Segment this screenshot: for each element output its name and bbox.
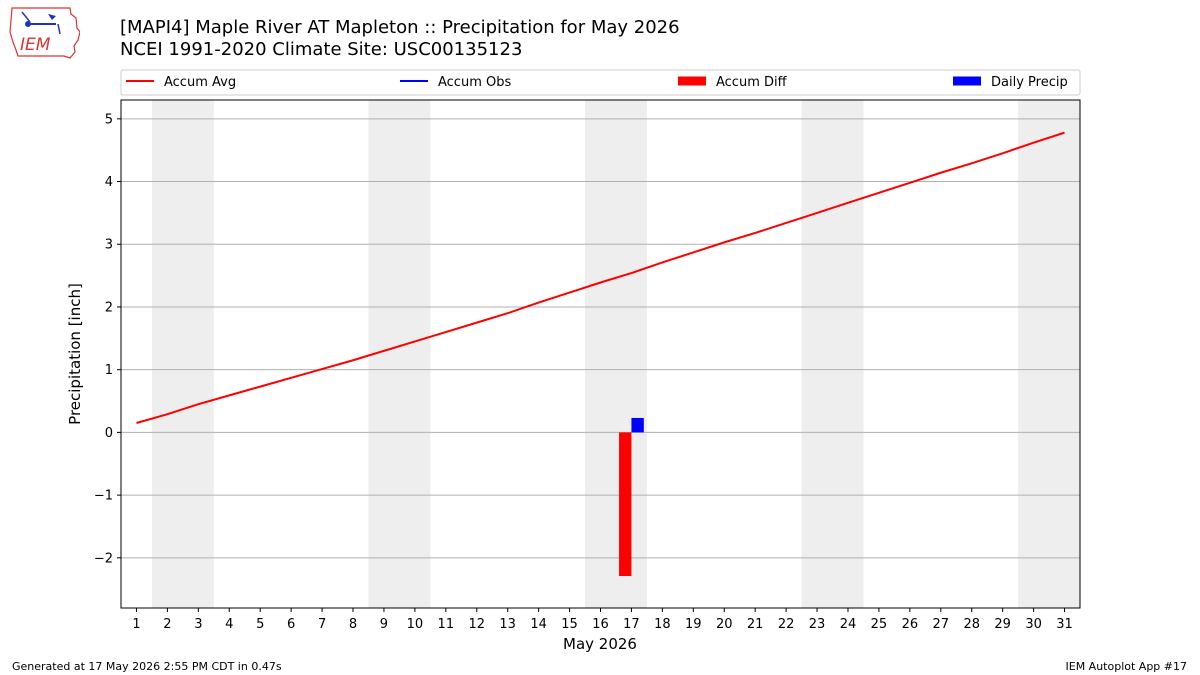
x-tick-label-12: 12 [468, 617, 485, 632]
y-tick-label-1: 1 [105, 363, 113, 378]
x-tick-label-18: 18 [654, 617, 671, 632]
chart-title: [MAPI4] Maple River AT Mapleton :: Preci… [120, 17, 680, 38]
y-axis-label: Precipitation [inch] [66, 283, 84, 425]
legend-frame [120, 69, 1081, 96]
legend-swatch [678, 76, 706, 86]
weekend-band-1 [368, 100, 431, 608]
accum-avg-line [136, 131, 1065, 424]
plot-frame [120, 99, 1081, 609]
legend-item-accum-avg: Accum Avg [126, 75, 236, 90]
legend-label: Accum Avg [164, 75, 236, 90]
weekend-band-3 [801, 100, 864, 608]
x-tick-label-4: 4 [225, 617, 233, 632]
x-tick-label-17: 17 [623, 617, 640, 632]
weekend-band-2 [585, 100, 647, 608]
x-tick-label-1: 1 [132, 617, 140, 632]
chart-subtitle: NCEI 1991-2020 Climate Site: USC00135123 [120, 39, 523, 60]
y-tick-label--2: −2 [94, 551, 113, 566]
y-axis-ticks: −2 −1 0 1 2 3 4 5 [94, 112, 121, 566]
x-tick-label-19: 19 [685, 617, 702, 632]
x-tick-label-10: 10 [407, 617, 424, 632]
x-tick-label-16: 16 [592, 617, 609, 632]
y-tick-label--1: −1 [94, 489, 113, 504]
x-tick-label-8: 8 [349, 617, 357, 632]
x-tick-label-27: 27 [933, 617, 950, 632]
iem-logo: IEM [9, 7, 80, 59]
x-tick-label-3: 3 [194, 617, 202, 632]
y-gridlines [121, 118, 1080, 559]
x-tick-label-14: 14 [530, 617, 547, 632]
generated-timestamp: Generated at 17 May 2026 2:55 PM CDT in … [12, 660, 282, 673]
x-tick-label-20: 20 [716, 617, 733, 632]
y-tick-label-3: 3 [105, 238, 113, 253]
x-tick-label-22: 22 [778, 617, 795, 632]
x-tick-label-9: 9 [380, 617, 388, 632]
x-tick-label-25: 25 [871, 617, 888, 632]
daily-precip-bar-0 [631, 417, 644, 433]
legend-item-daily-precip: Daily Precip [953, 75, 1068, 90]
legend-label: Accum Diff [716, 75, 788, 90]
legend-label: Daily Precip [991, 75, 1068, 90]
app-id: IEM Autoplot App #17 [1065, 660, 1188, 673]
legend-item-accum-diff: Accum Diff [678, 75, 788, 90]
x-tick-label-29: 29 [994, 617, 1011, 632]
y-tick-label-5: 5 [105, 112, 113, 127]
x-tick-label-2: 2 [163, 617, 171, 632]
x-tick-label-7: 7 [318, 617, 326, 632]
x-tick-label-31: 31 [1056, 617, 1073, 632]
y-tick-label-0: 0 [105, 426, 113, 441]
bar-marks [619, 417, 644, 577]
x-tick-label-15: 15 [561, 617, 578, 632]
x-tick-label-11: 11 [438, 617, 455, 632]
weekend-shading [151, 100, 1080, 608]
line-marks [136, 131, 1065, 424]
x-tick-label-23: 23 [809, 617, 826, 632]
weekend-band-4 [1018, 100, 1080, 608]
x-tick-label-30: 30 [1025, 617, 1042, 632]
x-tick-label-21: 21 [747, 617, 764, 632]
x-tick-label-13: 13 [499, 617, 516, 632]
y-tick-label-2: 2 [105, 300, 113, 315]
x-tick-label-6: 6 [287, 617, 295, 632]
x-axis-label: May 2026 [563, 635, 637, 653]
x-tick-label-5: 5 [256, 617, 264, 632]
legend: Accum Avg Accum Obs Accum Diff Daily Precip [120, 69, 1081, 96]
x-tick-label-24: 24 [840, 617, 857, 632]
logo-text: IEM [20, 35, 51, 55]
legend-label: Accum Obs [438, 75, 511, 90]
legend-swatch [953, 76, 981, 86]
x-axis-ticks: 1 2 3 4 5 6 7 8 9 10 11 12 13 14 15 16 17 18 19 20 21 22 23 24 2… [132, 608, 1073, 632]
accum-diff-bar-0 [619, 432, 632, 577]
x-tick-label-26: 26 [902, 617, 919, 632]
x-tick-label-28: 28 [963, 617, 980, 632]
y-tick-label-4: 4 [105, 175, 113, 190]
legend-item-accum-obs: Accum Obs [400, 75, 511, 90]
weekend-band-0 [151, 100, 214, 608]
